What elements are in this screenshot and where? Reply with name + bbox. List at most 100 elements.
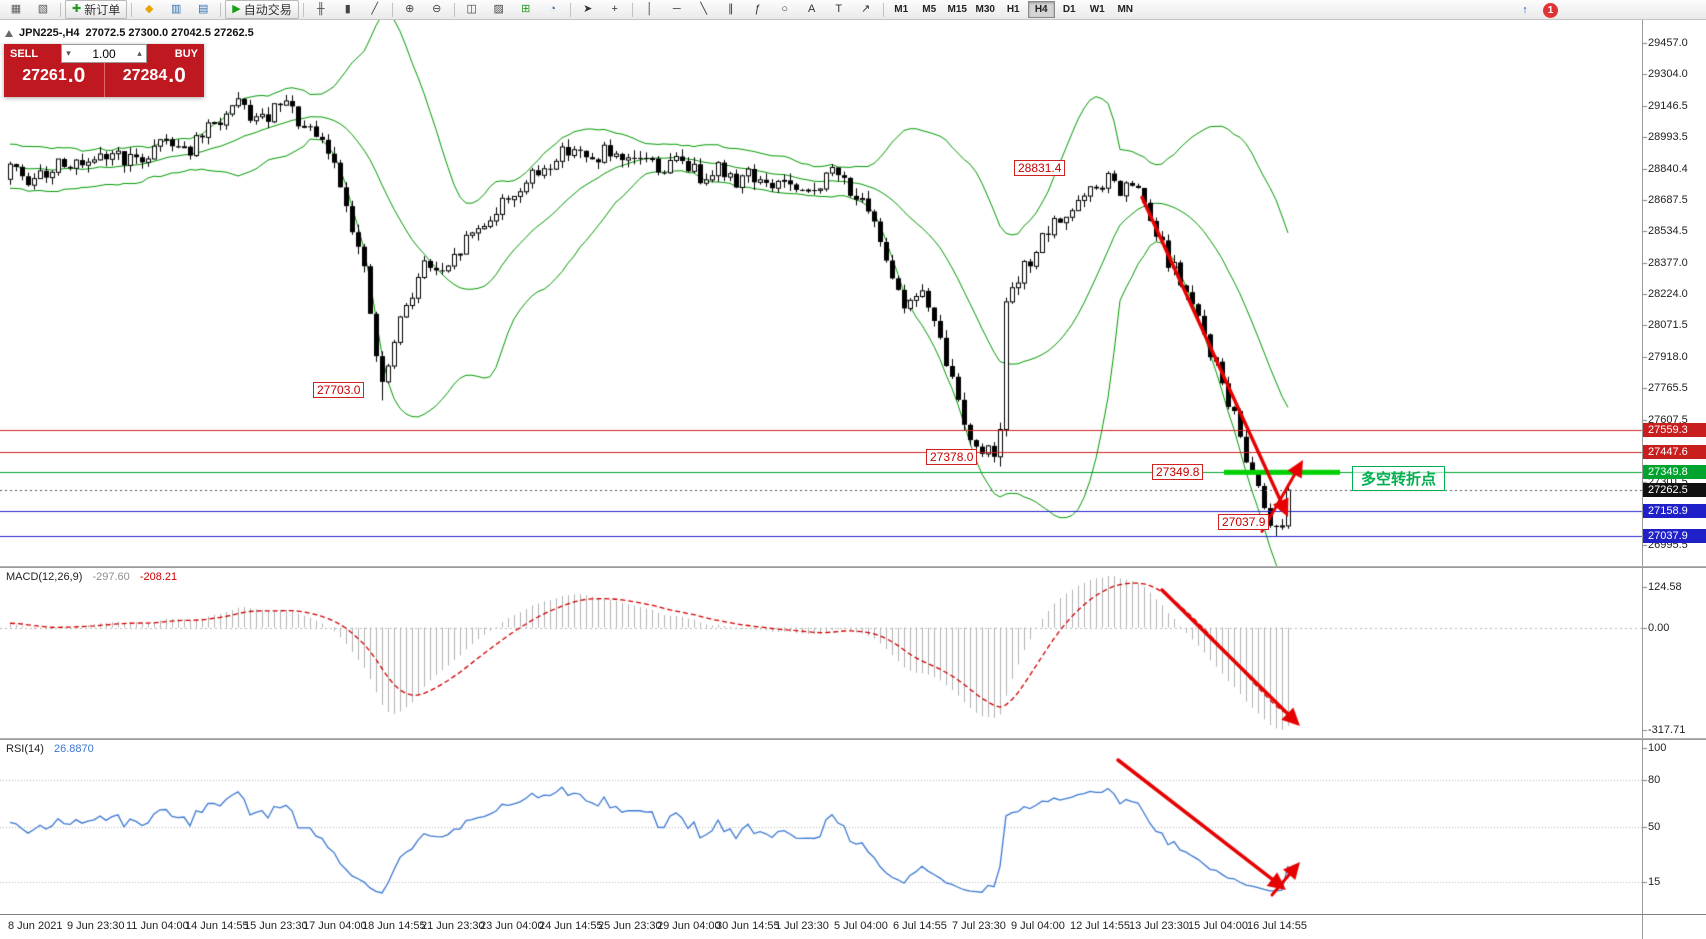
time-axis-label: 15 Jul 04:00 bbox=[1188, 920, 1248, 932]
period-button[interactable]: ◔ bbox=[540, 0, 566, 19]
price-annotation-label[interactable]: 27378.0 bbox=[926, 448, 978, 465]
volume-decrease-button[interactable]: ▾ bbox=[66, 48, 71, 58]
notifications-button[interactable]: 1 bbox=[1543, 2, 1558, 18]
trendline-button[interactable]: ╲ bbox=[691, 0, 717, 19]
candlestick-chart-button[interactable]: ▮ bbox=[335, 0, 361, 19]
shapes-button[interactable]: ○ bbox=[772, 0, 798, 19]
ohlc-values: 27072.5 27300.0 27042.5 27262.5 bbox=[85, 27, 254, 39]
price-scale-label: 27765.5 bbox=[1648, 381, 1688, 394]
trendline-icon: ╲ bbox=[700, 3, 708, 15]
volume-increase-button[interactable]: ▴ bbox=[137, 48, 142, 58]
time-axis-scale-border bbox=[1642, 915, 1643, 939]
time-axis[interactable]: 8 Jun 2021 9 Jun 23:30 11 Jun 04:00 14 Jun … bbox=[0, 914, 1706, 939]
price-annotation-label[interactable]: 27349.8 bbox=[1152, 464, 1204, 481]
chart-symbol-info: JPN225-,H4 27072.5 27300.0 27042.5 27262… bbox=[5, 27, 254, 39]
time-axis-label: 9 Jun 23:30 bbox=[67, 920, 125, 932]
price-chart-canvas[interactable] bbox=[0, 20, 1706, 566]
time-axis-label: 15 Jun 23:30 bbox=[244, 920, 308, 932]
arrows-button[interactable]: ↗ bbox=[853, 0, 879, 19]
new-order-button[interactable]: ✚ 新订单 bbox=[65, 0, 128, 19]
timeframe-d1-button[interactable]: D1 bbox=[1062, 4, 1076, 15]
one-click-collapse-toggle[interactable] bbox=[5, 29, 13, 37]
line-chart-button[interactable]: ╱ bbox=[362, 0, 388, 19]
toolbar: ↑ 1 ▦ ▧ ✚ 新订单 ◆ ▥ ▤ ▶ 自动交易 ╫ ▮ ╱ ⊕ ⊖ ◫ ▨ ⊞ ◔ ➤ + │ ─ ╲ ∥ ƒ ○ A T ↗ M1 M… bbox=[0, 0, 1706, 20]
navigator-icon: ▤ bbox=[198, 3, 209, 15]
price-scale-label: 29304.0 bbox=[1648, 68, 1688, 81]
indicators-icon: ⊞ bbox=[521, 3, 531, 15]
time-axis-label: 24 Jun 14:55 bbox=[539, 920, 603, 932]
crosshair-icon: + bbox=[611, 3, 618, 15]
rsi-canvas[interactable] bbox=[0, 740, 1706, 914]
crosshair-button[interactable]: + bbox=[602, 0, 628, 19]
bar-chart-button[interactable]: ╫ bbox=[308, 0, 334, 19]
fibonacci-button[interactable]: ƒ bbox=[745, 0, 771, 19]
price-tag: 27262.5 bbox=[1643, 483, 1706, 498]
market-watch-button[interactable]: ▥ bbox=[163, 0, 189, 19]
timeframe-m15-button[interactable]: M15 bbox=[947, 4, 967, 15]
price-annotation-label[interactable]: 28831.4 bbox=[1014, 160, 1066, 177]
zoom-out-button[interactable]: ⊖ bbox=[424, 0, 450, 19]
time-axis-label: 6 Jul 14:55 bbox=[893, 920, 947, 932]
price-scale-label: 28534.5 bbox=[1648, 224, 1688, 237]
autotrading-button[interactable]: ▶ 自动交易 bbox=[225, 0, 299, 19]
templates-button[interactable]: ▨ bbox=[486, 0, 512, 19]
indicators-button[interactable]: ⊞ bbox=[513, 0, 539, 19]
rsi-pane: RSI(14) 26.8870 100 80 50 15 bbox=[0, 740, 1706, 914]
rsi-value: 26.8870 bbox=[53, 743, 94, 755]
time-axis-label: 29 Jun 04:00 bbox=[657, 920, 721, 932]
sell-price-frac: .0 bbox=[67, 64, 86, 87]
price-scale-label: 28224.0 bbox=[1648, 288, 1688, 301]
sell-price-main: 27261 bbox=[22, 67, 67, 84]
price-scale-label: 28071.5 bbox=[1648, 319, 1688, 332]
macd-canvas[interactable] bbox=[0, 568, 1706, 738]
note-annotation[interactable]: 多空转折点 bbox=[1352, 466, 1446, 491]
templates-icon: ▨ bbox=[493, 3, 504, 15]
price-annotation-label[interactable]: 27703.0 bbox=[313, 382, 365, 399]
cursor-button[interactable]: ➤ bbox=[575, 0, 601, 19]
vertical-line-button[interactable]: │ bbox=[637, 0, 663, 19]
toolbar-separator bbox=[631, 2, 633, 17]
one-click-price-row: 27261.0 27284.0 bbox=[4, 63, 204, 97]
timeframe-h4-button[interactable]: H4 bbox=[1027, 1, 1055, 18]
new-chart-button[interactable]: ▦ bbox=[3, 0, 29, 19]
timeframe-h1-button[interactable]: H1 bbox=[1006, 4, 1020, 15]
time-axis-label: 14 Jun 14:55 bbox=[185, 920, 249, 932]
line-chart-icon: ╱ bbox=[371, 3, 379, 15]
navigator-button[interactable]: ▤ bbox=[190, 0, 216, 19]
pane-separator[interactable] bbox=[0, 566, 1706, 568]
time-axis-label: 17 Jun 04:00 bbox=[303, 920, 367, 932]
buy-button[interactable]: 27284.0 bbox=[104, 63, 204, 97]
toolbar-separator bbox=[569, 2, 571, 17]
sell-tab-label: SELL bbox=[4, 44, 61, 63]
metaeditor-button[interactable]: ◆ bbox=[136, 0, 162, 19]
timeframe-w1-button[interactable]: W1 bbox=[1089, 4, 1105, 15]
macd-scale-border bbox=[1642, 568, 1643, 738]
new-order-icon: ✚ bbox=[72, 3, 82, 15]
timeframe-m30-button[interactable]: M30 bbox=[975, 4, 995, 15]
text-button[interactable]: A bbox=[799, 0, 825, 19]
rsi-scale-label: 50 bbox=[1648, 821, 1661, 833]
tile-windows-button[interactable]: ◫ bbox=[459, 0, 485, 19]
price-scale-label: 28993.5 bbox=[1648, 131, 1688, 144]
update-button[interactable]: ↑ bbox=[1512, 1, 1538, 20]
zoom-in-button[interactable]: ⊕ bbox=[397, 0, 423, 19]
toolbar-separator bbox=[60, 2, 61, 17]
sell-button[interactable]: 27261.0 bbox=[4, 63, 105, 97]
new-chart-icon: ▦ bbox=[10, 3, 22, 15]
channel-button[interactable]: ∥ bbox=[718, 0, 744, 19]
label-button[interactable]: T bbox=[826, 0, 852, 19]
timeframe-mn-button[interactable]: MN bbox=[1117, 4, 1133, 15]
label-icon: T bbox=[835, 3, 843, 15]
price-annotation-label[interactable]: 27037.9 bbox=[1218, 513, 1270, 530]
update-icon: ↑ bbox=[1522, 4, 1528, 16]
price-tag: 27349.8 bbox=[1643, 465, 1706, 480]
timeframe-m5-button[interactable]: M5 bbox=[922, 4, 937, 15]
volume-input[interactable] bbox=[75, 46, 133, 61]
timeframe-m1-button[interactable]: M1 bbox=[894, 4, 909, 15]
price-scale-border bbox=[1642, 20, 1643, 566]
horizontal-line-button[interactable]: ─ bbox=[664, 0, 690, 19]
time-axis-label: 16 Jul 14:55 bbox=[1247, 920, 1307, 932]
profiles-button[interactable]: ▧ bbox=[30, 0, 56, 19]
price-scale-label: 29146.5 bbox=[1648, 100, 1688, 113]
pane-separator[interactable] bbox=[0, 738, 1706, 740]
